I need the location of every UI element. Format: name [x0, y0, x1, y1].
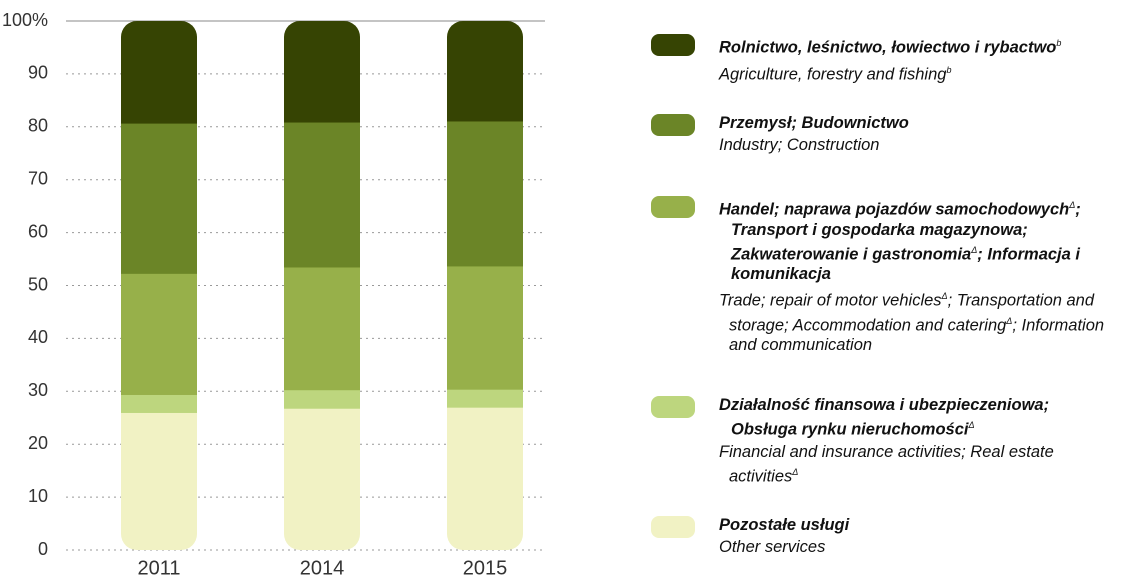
- superscript: b: [946, 64, 952, 75]
- legend-text: Pozostałe usługi: [719, 516, 850, 534]
- superscript: Δ: [971, 244, 978, 255]
- y-tick-label: 50: [28, 274, 48, 294]
- legend-swatch: [651, 114, 695, 136]
- legend-text: ; Transportation and storage; Accommodat…: [729, 291, 1095, 335]
- superscript: Δ: [968, 420, 975, 430]
- x-tick-label: 2014: [300, 557, 345, 578]
- legend-swatch: [651, 396, 695, 418]
- legend-name: Handel; naprawa pojazdów samochodowychΔ;…: [719, 195, 1119, 284]
- bar-segment: [284, 408, 360, 550]
- superscript: b: [1056, 38, 1062, 48]
- legend-label: Działalność finansowa i ubezpieczeniowa;…: [719, 395, 1119, 486]
- legend-text: ; Informacja i komunikacja: [731, 245, 1080, 283]
- bar-segment: [121, 394, 197, 413]
- bar-segment: [447, 265, 523, 390]
- legend-text: Other services: [719, 538, 826, 556]
- bar-segment: [121, 412, 197, 550]
- bar-segment: [284, 21, 360, 123]
- bar-stack: [121, 21, 197, 550]
- bar-stack: [447, 21, 523, 550]
- bar-segment: [284, 389, 360, 409]
- legend-text: ; Transport i gospodarka magazynowa; Zak…: [731, 200, 1081, 264]
- legend-text: Trade; repair of motor vehicles: [719, 291, 942, 310]
- legend-swatch: [651, 196, 695, 218]
- legend-text: Przemysł; Budownictwo: [719, 114, 909, 132]
- y-tick-label: 80: [28, 116, 48, 136]
- legend-name-en: Agriculture, forestry and fishingb: [719, 60, 1119, 85]
- legend-label: Rolnictwo, leśnictwo, łowiectwo i rybact…: [719, 33, 1119, 84]
- legend-swatch: [651, 516, 695, 538]
- bar-segment: [121, 273, 197, 395]
- bar-segment: [447, 407, 523, 550]
- superscript: Δ: [792, 466, 799, 477]
- legend-text: Handel; naprawa pojazdów samochodowych: [719, 200, 1070, 219]
- superscript: Δ: [1006, 315, 1013, 326]
- superscript: Δ: [1069, 200, 1076, 210]
- legend-name-en: Financial and insurance activities; Real…: [719, 442, 1119, 487]
- bar-segment: [121, 123, 197, 274]
- x-tick-label: 2015: [463, 557, 508, 578]
- legend-name: Przemysł; Budownictwo: [719, 113, 1119, 133]
- legend-name: Działalność finansowa i ubezpieczeniowa;…: [719, 395, 1119, 440]
- y-tick-label: 100%: [2, 10, 48, 30]
- y-tick-label: 90: [28, 63, 48, 83]
- bar-stack: [284, 21, 360, 550]
- legend-label: Pozostałe usługi Other services: [719, 515, 1119, 557]
- x-tick-label: 2011: [137, 557, 180, 578]
- bar-segment: [121, 21, 197, 124]
- legend-name-en: Industry; Construction: [719, 135, 1119, 155]
- legend-text: Rolnictwo, leśnictwo, łowiectwo i rybact…: [719, 38, 1057, 57]
- y-tick-label: 70: [28, 168, 48, 188]
- y-tick-label: 20: [28, 433, 48, 453]
- bar-segment: [447, 21, 523, 122]
- bar-segment: [447, 120, 523, 267]
- legend-label: Przemysł; Budownictwo Industry; Construct…: [719, 113, 1119, 155]
- y-tick-label: 40: [28, 327, 48, 347]
- legend-text: Financial and insurance activities; Real…: [719, 442, 1054, 486]
- y-tick-label: 10: [28, 486, 48, 506]
- bar-segment: [284, 122, 360, 268]
- legend-swatch: [651, 34, 695, 56]
- legend-text: Agriculture, forestry and fishing: [719, 65, 947, 83]
- y-tick-label: 0: [38, 539, 48, 559]
- bar-segment: [447, 389, 523, 408]
- legend-text: ; Information and communication: [729, 316, 1105, 354]
- legend-text: Industry; Construction: [719, 136, 880, 154]
- legend-name: Pozostałe usługi: [719, 515, 1119, 535]
- legend-name: Rolnictwo, leśnictwo, łowiectwo i rybact…: [719, 33, 1119, 58]
- legend-label: Handel; naprawa pojazdów samochodowychΔ;…: [719, 195, 1119, 355]
- superscript: Δ: [941, 291, 948, 301]
- legend-text: Działalność finansowa i ubezpieczeniowa;…: [719, 396, 1050, 439]
- y-tick-label: 60: [28, 221, 48, 241]
- legend-name-en: Trade; repair of motor vehiclesΔ; Transp…: [719, 286, 1119, 355]
- bar-segment: [284, 266, 360, 391]
- y-tick-label: 30: [28, 380, 48, 400]
- legend-name-en: Other services: [719, 537, 1119, 557]
